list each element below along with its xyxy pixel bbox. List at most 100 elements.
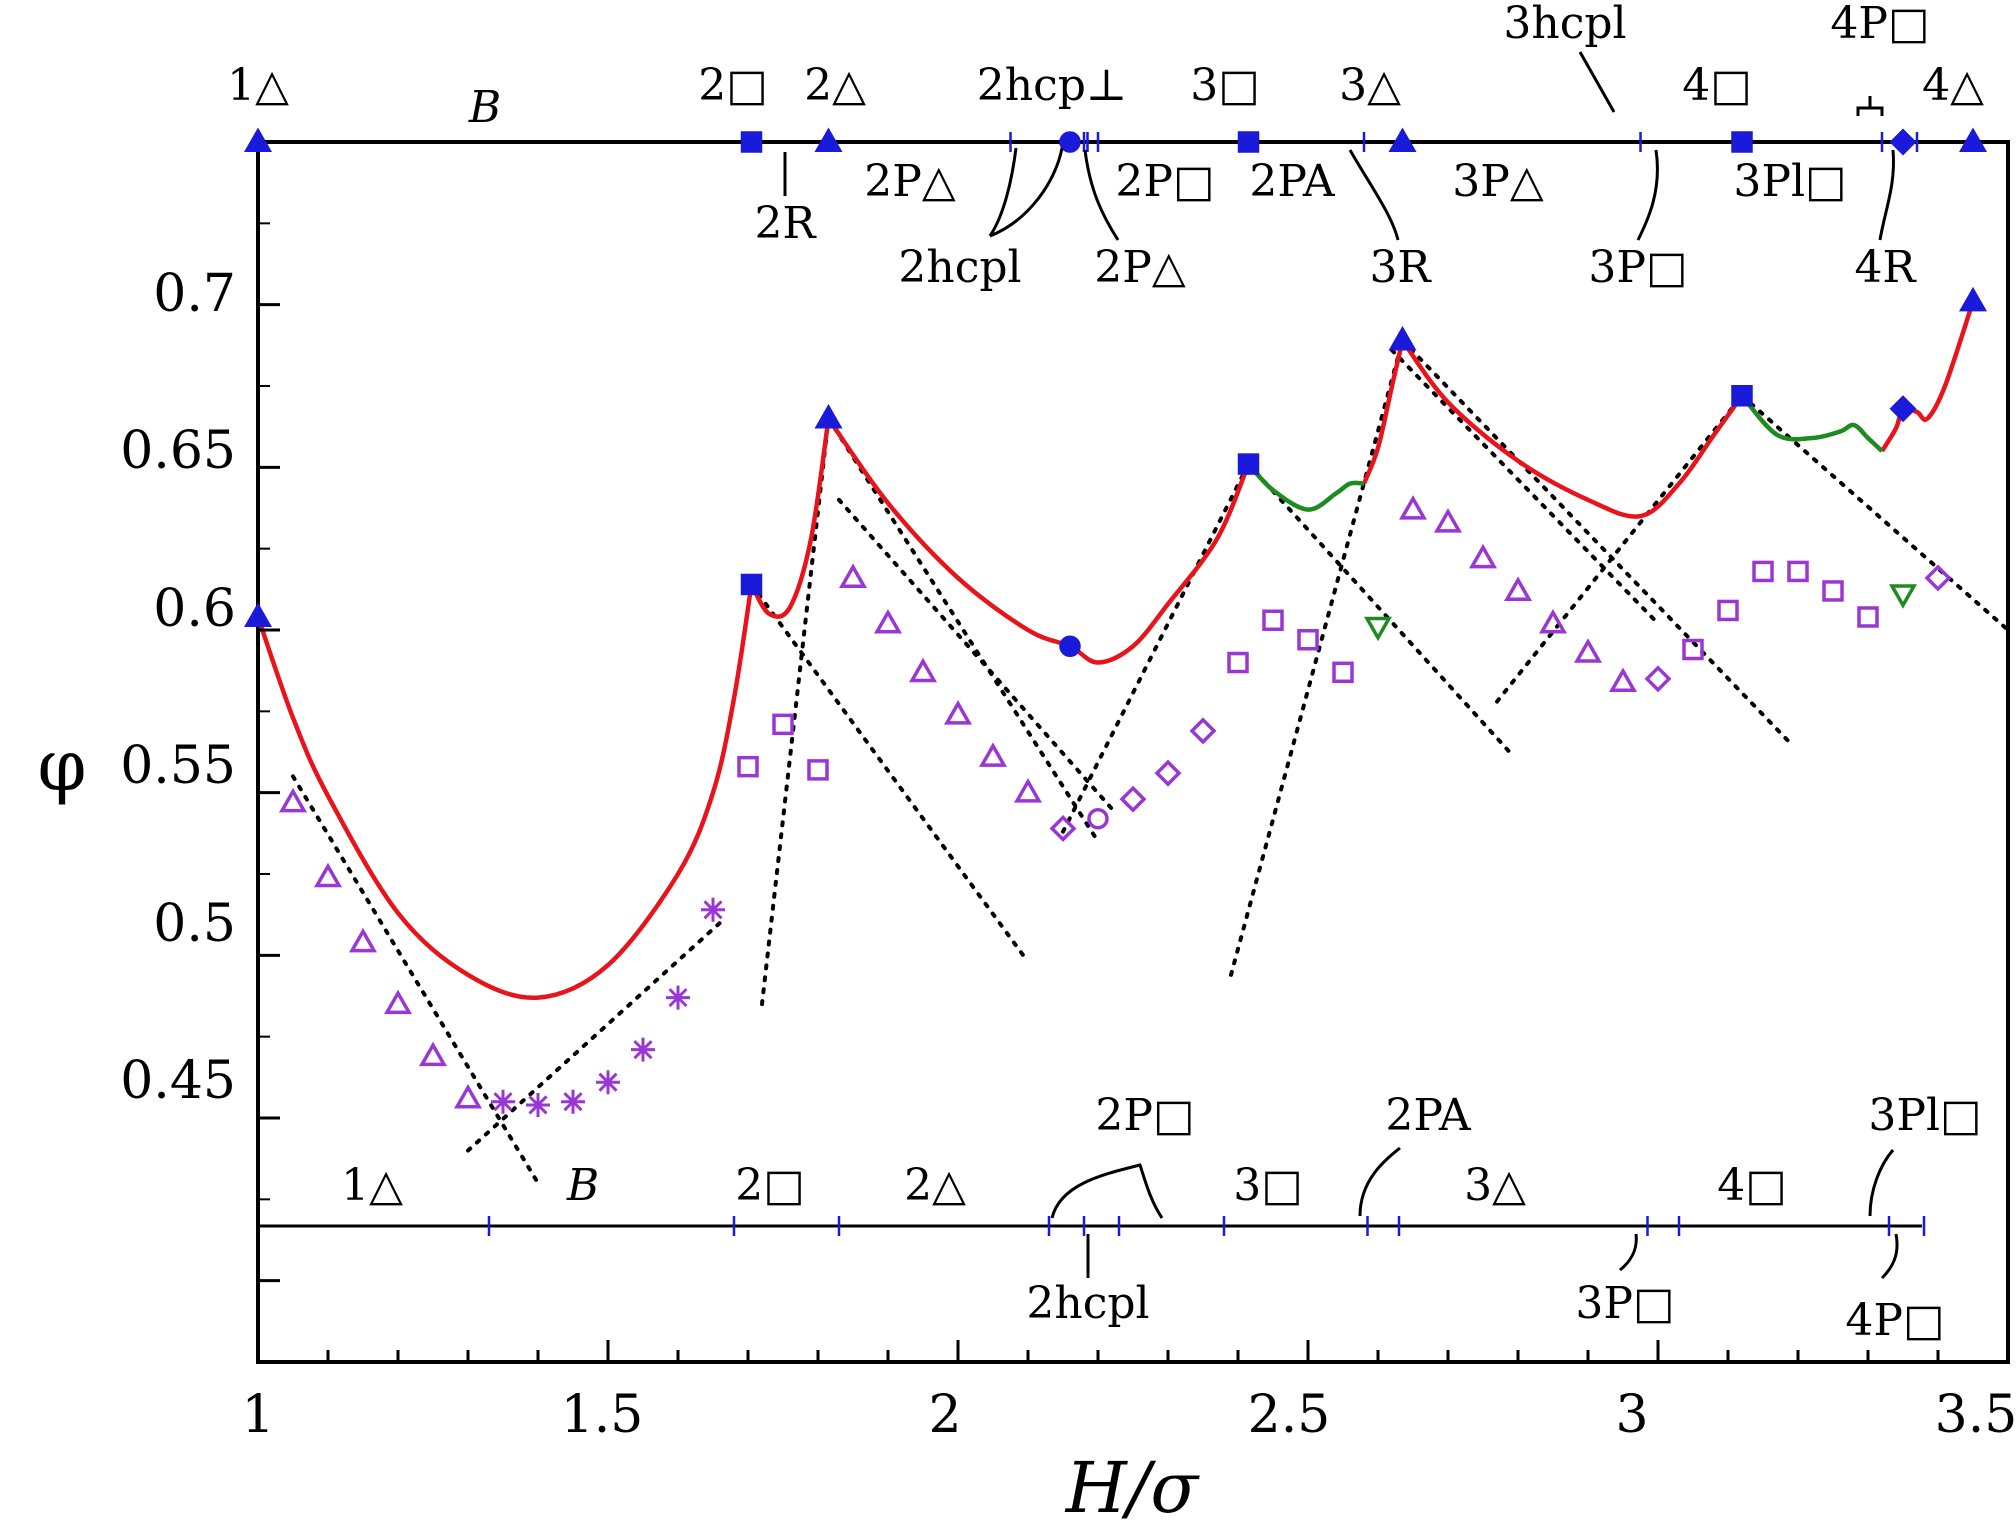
- y-axis-title: φ: [37, 725, 86, 807]
- leader-3Plsq: [1868, 1149, 1895, 1217]
- x-tick-label: 3: [1615, 1385, 1648, 1445]
- bottom-label-3sq: 3□: [1233, 1160, 1303, 1211]
- bottom-label-2Psq: 2P□: [1095, 1090, 1194, 1141]
- square-marker: [1237, 131, 1260, 153]
- triangle-marker: [943, 700, 973, 725]
- x-tick-label: 1.5: [561, 1385, 644, 1445]
- triangle-marker: [1388, 127, 1417, 152]
- top-label-2hcpl: 2hcpl: [898, 242, 1021, 293]
- top-label-3sq: 3□: [1190, 60, 1260, 111]
- red-curve: [1361, 339, 1405, 485]
- y-tick-label: 0.55: [120, 736, 236, 796]
- leader-4Psq: [1880, 1233, 1899, 1280]
- triangle-marker: [1573, 638, 1603, 663]
- diamond-marker: [1154, 759, 1182, 787]
- bottom-label-3Psq: 3P□: [1575, 1278, 1674, 1329]
- phase-strips: [258, 140, 2008, 1228]
- circle-marker: [1059, 131, 1081, 153]
- y-tick-label: 0.7: [153, 264, 236, 324]
- curve-lines: [255, 300, 1976, 1000]
- leader-3R: [1348, 149, 1400, 241]
- triangle-marker: [838, 563, 868, 588]
- triangle-marker: [1388, 325, 1417, 351]
- red-curve: [749, 418, 831, 619]
- bottom-label-2hcpl: 2hcpl: [1026, 1278, 1149, 1329]
- triangle-marker: [1608, 667, 1638, 693]
- red-curve: [1400, 339, 1744, 519]
- axis-ticks: [256, 140, 2010, 1363]
- square-marker: [1332, 661, 1354, 684]
- triangle-marker: [243, 127, 273, 152]
- triangle-marker: [278, 787, 308, 813]
- bottom-label-4Psq: 4P□: [1845, 1295, 1944, 1346]
- y-tick-label: 0.6: [153, 579, 236, 639]
- leader-4P-brace: [1856, 96, 1884, 116]
- dotted-guide-line: [291, 774, 540, 1186]
- x-tick-label: 1: [241, 1385, 274, 1445]
- square-marker: [1822, 580, 1844, 602]
- top-label-2hcpperp: 2hcp⊥: [977, 60, 1128, 111]
- bottom-label-1tri: 1△: [341, 1160, 403, 1211]
- top-label-3R: 3R: [1369, 242, 1432, 293]
- top-label-3Psq: 3P□: [1588, 242, 1687, 293]
- scatter-points: [278, 495, 1952, 1117]
- triangle-marker: [418, 1041, 448, 1067]
- x-tick-label: 2.5: [1248, 1385, 1331, 1445]
- x-tick-label: 3.5: [1935, 1385, 2016, 1445]
- dotted-guide-line: [1229, 338, 1405, 977]
- leader-2PA: [1358, 1146, 1401, 1217]
- top-label-1tri: 1△: [227, 60, 289, 111]
- square-marker: [1752, 560, 1774, 583]
- triangle-marker: [908, 657, 938, 683]
- square-marker: [1717, 599, 1739, 622]
- top-label-3Plsq: 3Pl□: [1733, 156, 1846, 207]
- leader-4R: [1878, 149, 1895, 241]
- top-label-3hcpl: 3hcpl: [1503, 0, 1626, 49]
- diamond-marker: [1889, 395, 1917, 423]
- square-marker: [1731, 385, 1753, 407]
- triangle-marker: [453, 1083, 483, 1109]
- red-curve: [255, 584, 754, 1000]
- bottom-label-2sq: 2□: [735, 1160, 805, 1211]
- square-marker: [737, 755, 759, 778]
- red-curve: [826, 417, 1251, 665]
- top-label-4R: 4R: [1854, 242, 1917, 293]
- asterisk-marker: [701, 897, 725, 922]
- triangle-marker: [348, 927, 378, 953]
- square-marker: [1682, 638, 1704, 661]
- dotted-guide-line: [1390, 348, 1660, 626]
- circle-marker: [1059, 635, 1081, 658]
- triangle-marker: [383, 989, 413, 1015]
- bottom-label-3Plsq: 3Pl□: [1868, 1090, 1981, 1141]
- top-strip-markers: [243, 127, 1988, 1236]
- circle-marker: [1087, 807, 1109, 830]
- square-marker: [1227, 651, 1249, 674]
- bottom-leader-lines: [1050, 1146, 1899, 1280]
- asterisk-marker: [596, 1070, 620, 1095]
- diamond-marker: [1049, 814, 1077, 842]
- triangle-marker: [814, 404, 843, 429]
- dotted-guide-line: [1495, 393, 1744, 704]
- leader-2hcpl-b: [989, 147, 1064, 238]
- dotted-guide-line: [1246, 462, 1513, 756]
- triangle-marker: [1013, 778, 1043, 803]
- dotted-guide-line: [837, 497, 1114, 811]
- leader-3Psq: [1636, 149, 1659, 241]
- bottom-label-2PA: 2PA: [1385, 1090, 1472, 1141]
- asterisk-marker: [631, 1037, 655, 1062]
- triangle-down-marker: [1888, 584, 1918, 609]
- triangle-marker: [1503, 576, 1533, 601]
- top-label-2Ptri-2: 2P△: [1094, 242, 1186, 293]
- dotted-guide-line: [1400, 338, 1793, 746]
- bottom-label-B: B: [566, 1160, 599, 1211]
- top-label-2Ptri: 2P△: [864, 156, 956, 207]
- green-curve: [1246, 462, 1365, 512]
- square-marker: [1237, 453, 1260, 475]
- square-marker: [807, 759, 829, 781]
- triangle-marker: [1958, 286, 1988, 312]
- top-label-2Psq: 2P□: [1115, 156, 1214, 207]
- dotted-guide-lines: [291, 338, 2010, 1186]
- red-curve: [1880, 300, 1976, 453]
- diamond-marker: [1119, 785, 1147, 813]
